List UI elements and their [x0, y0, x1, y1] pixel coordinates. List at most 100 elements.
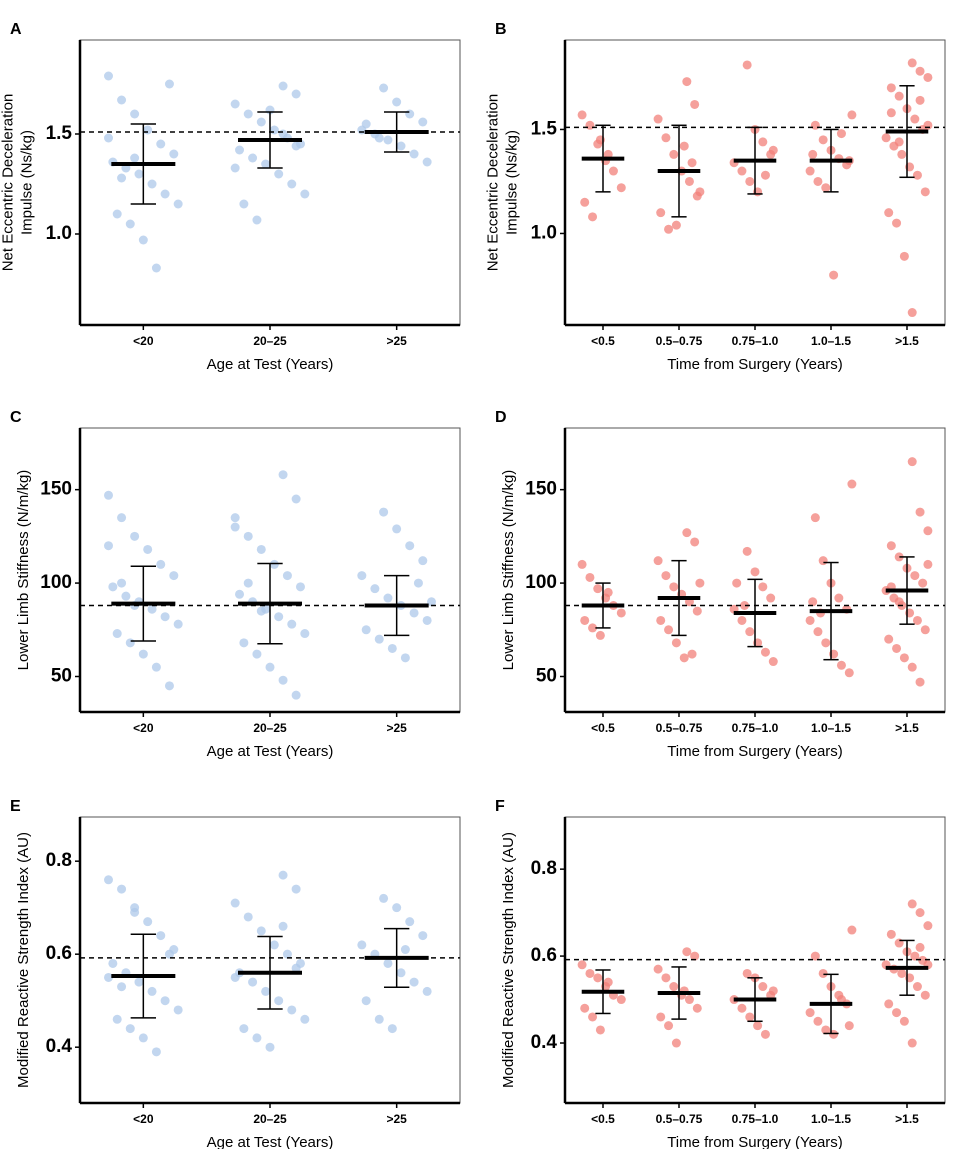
data-point [357, 571, 367, 581]
data-point [884, 208, 894, 218]
data-point [138, 1033, 148, 1043]
data-point [915, 677, 925, 687]
data-point [847, 110, 857, 120]
data-point [661, 133, 671, 143]
data-point [261, 159, 271, 169]
data-point [282, 571, 292, 581]
y-tick-label: 1.5 [46, 123, 73, 144]
data-point [387, 1024, 397, 1034]
data-point [291, 494, 301, 504]
data-point [671, 220, 681, 230]
data-point [907, 308, 917, 318]
data-point [595, 630, 605, 640]
data-point [897, 149, 907, 159]
data-point [252, 649, 262, 659]
x-axis-label: Age at Test (Years) [207, 1134, 334, 1149]
data-point [248, 977, 258, 987]
y-tick-label: 1.5 [531, 118, 558, 139]
data-point [230, 513, 240, 523]
y-tick-label: 100 [40, 572, 72, 593]
data-point [400, 945, 410, 955]
data-point [679, 141, 689, 151]
data-point [899, 1016, 909, 1026]
data-point [745, 627, 755, 637]
data-point [923, 120, 933, 130]
data-point [278, 870, 288, 880]
data-point [915, 942, 925, 952]
data-point [418, 117, 428, 127]
data-point [104, 972, 113, 982]
data-point [104, 875, 113, 885]
data-point [392, 524, 402, 534]
data-point [923, 526, 933, 536]
y-tick-label: 1.0 [531, 222, 557, 243]
data-point [374, 133, 384, 143]
x-tick-label: 0.75–1.0 [732, 334, 779, 348]
data-point [104, 541, 113, 551]
data-point [593, 973, 603, 983]
data-point [108, 582, 118, 592]
data-point [265, 662, 275, 672]
y-tick-label: 50 [51, 666, 72, 687]
data-point [664, 1021, 674, 1031]
data-point [418, 931, 428, 941]
data-point [740, 601, 750, 610]
data-point [687, 649, 697, 659]
data-point [117, 578, 127, 588]
data-point [910, 114, 920, 124]
data-point [164, 949, 174, 959]
data-point [603, 587, 613, 597]
data-point [112, 629, 122, 639]
data-point [920, 187, 930, 197]
data-point [760, 647, 770, 657]
data-point [836, 660, 846, 670]
data-point [669, 149, 679, 159]
data-point [230, 163, 240, 173]
data-point [684, 995, 694, 1005]
data-point [173, 199, 183, 209]
data-point [753, 1021, 763, 1031]
data-point [287, 1005, 297, 1015]
data-point [151, 263, 161, 273]
data-point [235, 145, 245, 155]
y-axis-label: Lower Limb Stiffness (N/m/kg) [500, 470, 517, 671]
data-point [616, 183, 626, 193]
data-point [243, 912, 253, 922]
y-axis-label: Lower Limb Stiffness (N/m/kg) [15, 470, 32, 671]
x-tick-label: 1.0–1.5 [811, 334, 851, 348]
x-tick-label: 20–25 [253, 334, 287, 348]
panel-label: B [495, 21, 507, 38]
data-point [256, 606, 266, 616]
data-point [690, 99, 700, 109]
data-point [892, 218, 902, 228]
data-point [243, 531, 253, 541]
data-point [112, 1014, 122, 1024]
data-point [910, 951, 920, 961]
data-point [616, 608, 626, 618]
y-tick-label: 1.0 [46, 223, 72, 244]
data-point [682, 947, 692, 957]
data-point [370, 584, 380, 594]
x-axis-label: Time from Surgery (Years) [667, 356, 843, 373]
x-tick-label: <0.5 [591, 721, 615, 735]
panel-label: E [10, 798, 21, 815]
data-point [684, 176, 694, 186]
data-point [881, 133, 891, 143]
data-point [169, 149, 179, 159]
data-point [409, 977, 419, 987]
data-point [138, 235, 148, 245]
data-point [836, 129, 846, 139]
data-point [894, 137, 904, 147]
y-tick-label: 0.4 [531, 1032, 558, 1053]
data-point [692, 1003, 702, 1013]
data-point [117, 982, 127, 992]
data-point [405, 109, 415, 119]
x-tick-label: <20 [133, 721, 154, 735]
y-tick-label: 0.4 [46, 1036, 73, 1057]
data-point [588, 212, 598, 222]
data-point [821, 1025, 831, 1035]
x-tick-label: <0.5 [591, 1112, 615, 1126]
x-tick-label: <20 [133, 1112, 154, 1126]
data-point [810, 513, 820, 523]
data-point [805, 1008, 815, 1018]
